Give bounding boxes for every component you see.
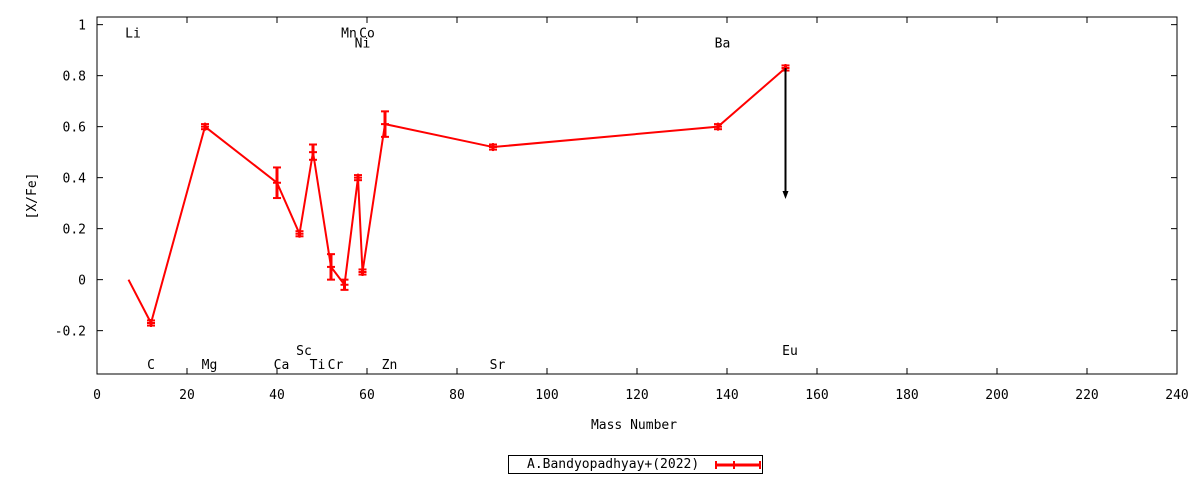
element-label: Ba xyxy=(715,37,731,52)
x-tick-label: 200 xyxy=(985,388,1008,403)
y-tick-label: -0.2 xyxy=(55,325,86,340)
data-point xyxy=(358,268,367,276)
data-point xyxy=(295,229,304,238)
x-tick-label: 60 xyxy=(359,388,375,403)
x-axis-label: Mass Number xyxy=(591,418,677,433)
data-point xyxy=(327,253,335,281)
element-label: Ca xyxy=(274,358,290,373)
x-tick-label: 80 xyxy=(449,388,465,403)
data-point xyxy=(714,122,722,131)
data-point xyxy=(147,319,155,327)
x-tick-label: 240 xyxy=(1165,388,1188,403)
data-point xyxy=(354,173,362,182)
upper-limit-arrowhead xyxy=(782,191,789,200)
element-label: Li xyxy=(125,26,141,41)
y-tick-label: 1 xyxy=(78,19,86,34)
y-tick-label: 0.8 xyxy=(63,70,86,85)
data-point xyxy=(201,122,209,131)
series-line xyxy=(127,67,787,326)
element-label: C xyxy=(147,358,155,373)
element-label: Ni xyxy=(355,37,371,52)
element-label: Ti xyxy=(310,358,326,373)
x-tick-label: 180 xyxy=(895,388,918,403)
x-tick-label: 40 xyxy=(269,388,285,403)
plot-frame xyxy=(96,16,1178,375)
element-label: Sc xyxy=(296,344,312,359)
y-tick-label: 0 xyxy=(78,274,86,289)
x-tick-label: 120 xyxy=(625,388,648,403)
data-point xyxy=(489,143,497,152)
element-label: Mn xyxy=(341,26,357,41)
y-axis-label: [X/Fe] xyxy=(25,173,40,220)
x-tick-label: 220 xyxy=(1075,388,1098,403)
axis-ticks: 0 20 40 60 80 100 120 140 160 180 200 220 240 -0.2 0 0.… xyxy=(55,17,1189,403)
element-label: Eu xyxy=(782,344,798,359)
data-point xyxy=(340,278,349,291)
legend-label: A.Bandyopadhyay+(2022) xyxy=(527,457,700,472)
x-tick-label: 140 xyxy=(715,388,738,403)
element-label: Mg xyxy=(202,358,218,373)
element-label: Zn xyxy=(382,358,398,373)
data-point xyxy=(309,143,317,161)
series-polyline xyxy=(127,67,787,326)
element-label: Co xyxy=(359,26,375,41)
x-tick-label: 100 xyxy=(535,388,558,403)
x-tick-label: 160 xyxy=(805,388,828,403)
x-tick-label: 0 xyxy=(93,388,101,403)
y-tick-label: 0.2 xyxy=(63,223,86,238)
legend-swatch xyxy=(715,461,761,469)
element-label: Cr xyxy=(328,358,344,373)
data-point xyxy=(273,166,281,200)
legend: A.Bandyopadhyay+(2022) xyxy=(508,455,763,474)
element-label: Sr xyxy=(490,358,506,373)
data-point xyxy=(381,110,389,138)
data-points xyxy=(147,64,790,327)
x-tick-label: 20 xyxy=(179,388,195,403)
y-tick-label: 0.6 xyxy=(63,121,86,136)
y-tick-label: 0.4 xyxy=(63,172,87,187)
